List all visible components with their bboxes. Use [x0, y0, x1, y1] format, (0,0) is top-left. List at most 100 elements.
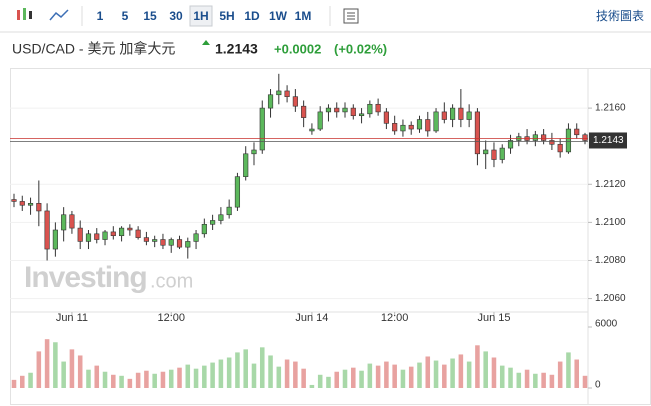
- candle-body: [61, 214, 67, 231]
- settings-icon[interactable]: [343, 8, 359, 24]
- candle-body: [309, 128, 315, 132]
- candle-body: [69, 214, 75, 229]
- volume-bar: [61, 361, 66, 388]
- candle-body: [458, 107, 464, 120]
- x-tick-label: Jun 15: [477, 312, 510, 324]
- volume-bar: [53, 342, 58, 388]
- watermark: .com: [150, 270, 193, 292]
- candle-body: [301, 105, 307, 118]
- interval-button[interactable]: 1: [97, 9, 104, 23]
- candle-body: [234, 176, 241, 208]
- volume-bar: [458, 354, 464, 388]
- interval-button[interactable]: 1D: [244, 9, 260, 23]
- volume-bar: [102, 371, 108, 388]
- candle-body: [52, 229, 58, 250]
- y-tick-label: 1.2160: [595, 103, 626, 114]
- candle-body: [292, 96, 298, 107]
- candle-body: [400, 124, 406, 132]
- volume-bar: [218, 359, 224, 388]
- x-tick-label: 12:00: [381, 312, 409, 324]
- last-price-label: 1.2143: [593, 135, 624, 146]
- candle-body: [185, 241, 191, 248]
- volume-bar: [168, 369, 174, 388]
- volume-bar: [69, 349, 75, 388]
- volume-bar: [152, 373, 157, 388]
- candle-body: [334, 107, 340, 113]
- candle-body: [499, 147, 505, 160]
- volume-bar: [226, 357, 232, 388]
- volume-bar: [127, 378, 133, 388]
- candle-body: [433, 111, 439, 132]
- candle-body: [201, 223, 207, 235]
- y-tick-label: 1.2100: [595, 217, 626, 228]
- y-tick-label: 1.2060: [595, 293, 626, 304]
- volume-bar: [111, 374, 116, 388]
- interval-button[interactable]: 5: [122, 9, 129, 23]
- candle-body: [317, 111, 323, 130]
- volume-bar: [268, 355, 273, 388]
- volume-bar: [11, 379, 17, 388]
- candle-body: [110, 231, 116, 237]
- candle-body: [565, 128, 572, 153]
- volume-bar: [582, 375, 588, 388]
- volume-bar: [193, 368, 199, 388]
- interval-button[interactable]: 1H: [193, 9, 208, 23]
- candle-body: [85, 233, 92, 242]
- volume-bar: [541, 372, 546, 388]
- volume-bar: [499, 365, 505, 388]
- candle-body: [383, 111, 389, 124]
- candle-body: [532, 134, 538, 141]
- change-percent: (+0.02%): [334, 41, 387, 56]
- volume-bar: [433, 360, 439, 388]
- volume-bar: [524, 369, 530, 388]
- candle-body: [507, 140, 514, 149]
- volume-bar: [301, 368, 306, 388]
- line-icon[interactable]: [49, 9, 69, 21]
- volume-bar: [284, 359, 290, 388]
- volume-bar: [36, 351, 42, 388]
- price: 1.2143: [215, 41, 258, 57]
- candle-body: [27, 203, 34, 206]
- candle-body: [226, 206, 232, 216]
- interval-button[interactable]: 30: [169, 9, 183, 23]
- interval-button[interactable]: 15: [143, 9, 157, 23]
- candle-icon[interactable]: [17, 8, 32, 20]
- candle-body: [94, 233, 100, 240]
- interval-button[interactable]: 1W: [269, 9, 288, 23]
- volume-bar: [359, 370, 364, 388]
- volume-bar: [160, 371, 166, 388]
- candle-body: [474, 111, 480, 155]
- volume-bar: [185, 364, 191, 388]
- volume-bar: [243, 349, 248, 388]
- candle-body: [127, 227, 133, 231]
- volume-bar: [326, 376, 331, 388]
- volume-bar: [251, 363, 257, 388]
- volume-bar: [442, 364, 447, 388]
- candle-body: [491, 149, 497, 160]
- x-tick-label: Jun 11: [56, 312, 88, 324]
- pair-name: USD/CAD - 美元 加拿大元: [12, 41, 175, 57]
- volume-bar: [28, 372, 33, 388]
- volume-bar: [466, 361, 472, 388]
- volume-bar: [94, 365, 100, 388]
- x-tick-label: 12:00: [157, 312, 185, 324]
- volume-bar: [202, 365, 207, 388]
- candle-body: [19, 201, 25, 206]
- candle-body: [276, 90, 282, 96]
- candle-body: [367, 103, 373, 115]
- technical-chart-link[interactable]: 技術圖表: [596, 9, 644, 23]
- candle-body: [143, 237, 149, 242]
- interval-button[interactable]: 5H: [219, 9, 234, 23]
- candle-body: [168, 239, 174, 246]
- volume-bar: [400, 369, 406, 388]
- volume-tick-label: 6000: [595, 319, 618, 330]
- candle-body: [582, 134, 588, 141]
- volume-bar: [417, 362, 422, 388]
- volume-bar: [317, 374, 323, 388]
- candle-body: [375, 103, 381, 113]
- candle-body: [342, 107, 348, 113]
- y-tick-label: 1.2080: [595, 255, 626, 266]
- interval-button[interactable]: 1M: [295, 9, 312, 23]
- candle-body: [483, 149, 489, 155]
